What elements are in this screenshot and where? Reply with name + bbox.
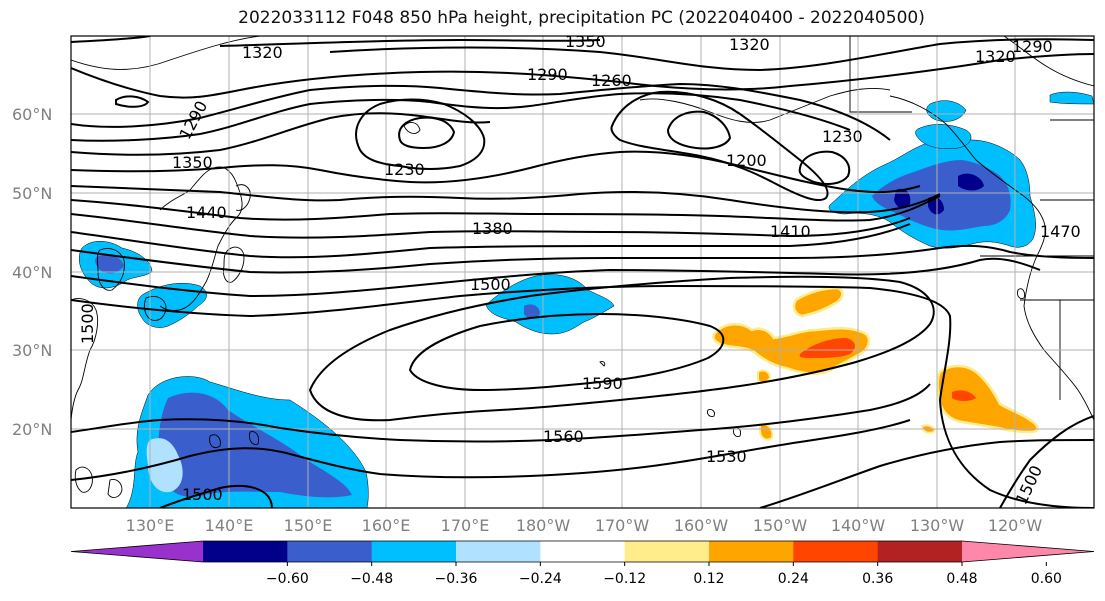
latitude-labels: 60°N 50°N 40°N 30°N 20°N: [12, 105, 52, 439]
lon-label: 140°W: [831, 516, 886, 535]
contour-label: 1350: [565, 32, 606, 51]
lon-label: 120°W: [988, 516, 1043, 535]
colorbar-extend-max: [962, 541, 1094, 562]
coastlines: [71, 36, 1094, 498]
lon-label: 160°E: [362, 516, 411, 535]
contour-label: 1590: [582, 374, 623, 393]
contour-label: 1320: [975, 47, 1016, 66]
colorbar-segment: [287, 541, 373, 562]
contour-label: 1410: [770, 222, 811, 241]
contour-labels: 1320 1350 1320 1290 1290 1260 1320 1290 …: [78, 32, 1081, 507]
map-title: 2022033112 F048 850 hPa height, precipit…: [238, 8, 925, 28]
colorbar-segment: [203, 541, 288, 562]
contour-label: 1380: [472, 219, 513, 238]
contour-label: 1470: [1040, 222, 1081, 241]
precip-positive-shading: [712, 286, 1039, 441]
colorbar-segment: [793, 541, 879, 562]
colorbar-segment: [540, 541, 626, 562]
contour-label: 1350: [172, 153, 213, 172]
colorbar-tick-label: −0.60: [266, 571, 309, 587]
lat-label: 60°N: [12, 105, 52, 124]
colorbar-tick-label: −0.36: [435, 571, 478, 587]
lat-label: 50°N: [12, 184, 52, 203]
lon-label: 150°E: [284, 516, 333, 535]
colorbar-segment: [371, 541, 457, 562]
contour-label: 1500: [78, 303, 97, 344]
map-plot-area: 1320 1350 1320 1290 1290 1260 1320 1290 …: [71, 32, 1094, 508]
colorbar-segment: [624, 541, 710, 562]
contour-label: 1290: [527, 65, 568, 84]
lat-label: 40°N: [12, 263, 52, 282]
lon-label: 170°E: [441, 516, 490, 535]
colorbar-tick-label: −0.48: [350, 571, 393, 587]
colorbar-tick-label: 0.12: [693, 571, 724, 587]
colorbar-segment: [456, 541, 541, 562]
contour-label: 1290: [1012, 37, 1053, 56]
colorbar-tick-label: 0.48: [946, 571, 977, 587]
colorbar-tick-label: 0.24: [778, 571, 809, 587]
lon-label: 170°W: [595, 516, 650, 535]
colorbar-segment: [709, 541, 794, 562]
lon-label: 160°W: [674, 516, 729, 535]
colorbar-tick-label: −0.24: [519, 571, 562, 587]
contour-label: 1200: [726, 151, 767, 170]
contour-label: 1320: [242, 43, 283, 62]
lon-label: 140°E: [205, 516, 254, 535]
lon-label: 130°W: [910, 516, 965, 535]
lon-label: 150°W: [753, 516, 808, 535]
colorbar-tick-label: 0.60: [1031, 571, 1062, 587]
contour-label: 1500: [182, 485, 223, 504]
contour-label: 1260: [591, 71, 632, 90]
plot-frame: [70, 35, 1095, 509]
lon-label: 130°E: [126, 516, 175, 535]
colorbar-segment: [877, 541, 963, 562]
colorbar-outline: [70, 540, 1095, 563]
colorbar: −0.60 −0.48 −0.36 −0.24 −0.12 0.12 0.24 0.36 0.4…: [70, 540, 1095, 587]
contour-label: 1320: [729, 35, 770, 54]
contour-label: 1500: [470, 275, 511, 294]
colorbar-tick-label: −0.12: [603, 571, 646, 587]
colorbar-tick-label: 0.36: [862, 571, 893, 587]
lat-label: 30°N: [12, 341, 52, 360]
contour-label: 1230: [822, 127, 863, 146]
colorbar-extend-min: [71, 541, 203, 562]
contour-label: 1530: [706, 447, 747, 466]
height-contours: [71, 36, 1094, 508]
contour-label: 1560: [543, 427, 584, 446]
lat-label: 20°N: [12, 420, 52, 439]
lon-label: 180°W: [516, 516, 571, 535]
contour-label: 1440: [186, 203, 227, 222]
longitude-labels: 130°E 140°E 150°E 160°E 170°E 180°W 170°…: [126, 516, 1043, 535]
contour-label: 1230: [384, 160, 425, 179]
